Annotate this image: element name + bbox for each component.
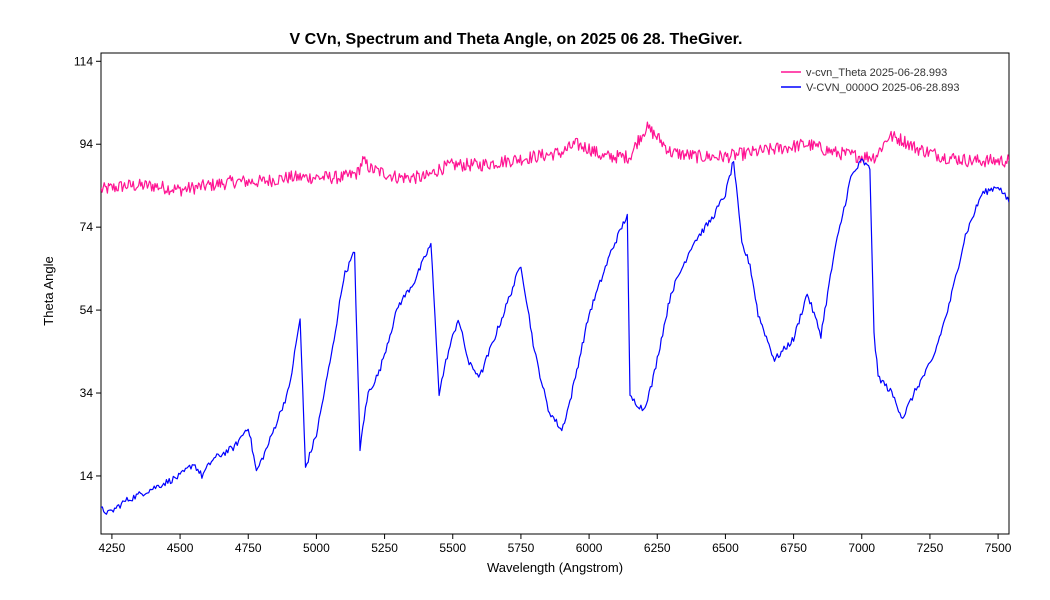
x-tick-label: 6250 xyxy=(644,541,671,555)
plot-area xyxy=(100,52,1010,535)
x-tick-label: 4750 xyxy=(235,541,262,555)
x-tick-label: 5750 xyxy=(508,541,535,555)
x-tick-label: 5500 xyxy=(439,541,466,555)
y-axis-label: Theta Angle xyxy=(41,256,56,325)
x-tick-label: 7500 xyxy=(985,541,1012,555)
y-tick-label: 34 xyxy=(80,386,94,400)
x-tick-label: 4250 xyxy=(99,541,126,555)
x-tick-label: 7250 xyxy=(917,541,944,555)
series-line-2 xyxy=(101,158,1009,515)
legend-entry: V-CVN_0000O 2025-06-28.893 xyxy=(806,82,960,94)
x-tick-label: 4500 xyxy=(167,541,194,555)
y-tick-label: 94 xyxy=(80,137,94,151)
x-axis-label: Wavelength (Angstrom) xyxy=(487,560,623,575)
series-line-1 xyxy=(101,121,1009,197)
x-tick-label: 6000 xyxy=(576,541,603,555)
y-tick-label: 14 xyxy=(80,469,94,483)
legend: v-cvn_Theta 2025-06-28.993 V-CVN_0000O 20… xyxy=(781,67,960,94)
y-tick-label: 54 xyxy=(80,303,94,317)
y-tick-label: 74 xyxy=(80,220,94,234)
chart-title: V CVn, Spectrum and Theta Angle, on 2025… xyxy=(290,31,743,48)
y-tick-label: 114 xyxy=(74,54,93,68)
x-tick-label: 6750 xyxy=(780,541,807,555)
legend-entry: v-cvn_Theta 2025-06-28.993 xyxy=(806,67,947,79)
x-tick-label: 5250 xyxy=(371,541,398,555)
x-tick-label: 6500 xyxy=(712,541,739,555)
x-tick-label: 7000 xyxy=(848,541,875,555)
x-tick-label: 5000 xyxy=(303,541,330,555)
